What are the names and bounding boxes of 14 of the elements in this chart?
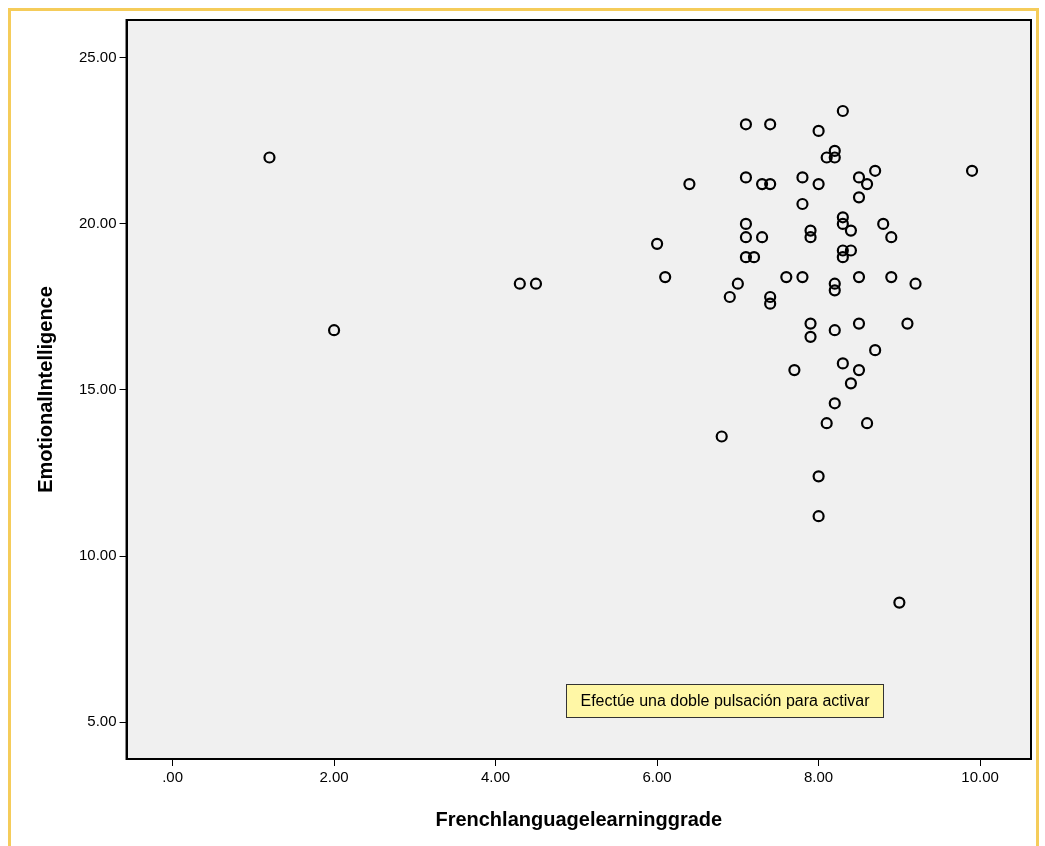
y-axis-title: EmotionalIntelligence <box>33 286 56 493</box>
y-tick-label: 5.00 <box>87 712 117 730</box>
y-tick-label: 15.00 <box>78 380 117 398</box>
y-tick-label: 20.00 <box>78 214 117 232</box>
x-tick-label: 6.00 <box>642 768 672 786</box>
x-tick-label: 4.00 <box>480 768 511 786</box>
x-tick-label: 2.00 <box>319 768 349 786</box>
x-tick-label: 10.00 <box>961 768 999 786</box>
x-axis-title: Frenchlanguagelearninggrade <box>435 807 723 830</box>
y-tick-label: 10.00 <box>78 546 117 564</box>
x-tick-label: 8.00 <box>804 768 834 786</box>
x-tick-label: .00 <box>162 768 183 786</box>
annotation: Efectúe una doble pulsación para activar <box>566 684 884 718</box>
y-tick-label: 25.00 <box>78 48 117 65</box>
